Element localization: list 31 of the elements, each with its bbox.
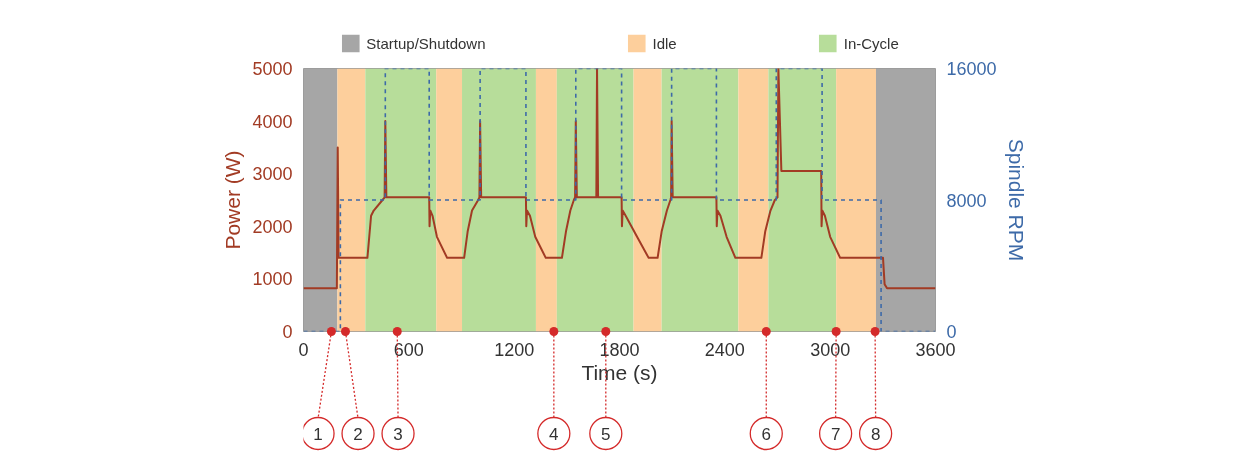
- annotation: 3: [393, 424, 403, 444]
- y-tick-label: 4000: [252, 111, 293, 132]
- annotation: 7: [830, 424, 841, 444]
- y-axis-title: Power (W): [221, 150, 245, 250]
- x-tick-label: 0: [298, 339, 309, 360]
- annotation: 2: [353, 424, 363, 444]
- legend-label: Startup/Shutdown: [366, 34, 486, 52]
- y-tick-label: 2000: [252, 216, 293, 237]
- y2-tick-label: 16000: [946, 59, 997, 79]
- annotation: 1: [313, 424, 323, 444]
- annotation: 8: [870, 424, 881, 444]
- x-tick-label: 3600: [915, 339, 956, 360]
- y-tick-label: 1000: [252, 269, 293, 290]
- legend-label: In-Cycle: [843, 34, 899, 52]
- y2-tick-label: 0: [946, 322, 957, 342]
- annotation: 5: [601, 424, 611, 444]
- y-tick-label: 0: [282, 322, 293, 342]
- annotation: 6: [761, 424, 772, 444]
- y2-tick-label: 8000: [946, 190, 987, 211]
- x-axis-title: Time (s): [581, 360, 658, 384]
- x-tick-label: 1800: [599, 339, 640, 360]
- y-tick-label: 3000: [252, 164, 293, 185]
- legend-label: Idle: [652, 34, 677, 52]
- y2-axis-title: Spindle RPM: [1004, 138, 1028, 262]
- y-tick-label: 5000: [252, 59, 293, 79]
- annotation: 4: [549, 424, 559, 444]
- x-tick-label: 3000: [810, 339, 851, 360]
- x-tick-label: 600: [393, 339, 424, 360]
- line-series: [303, 68, 936, 290]
- x-tick-label: 1200: [494, 339, 535, 360]
- x-tick-label: 2400: [704, 339, 745, 360]
